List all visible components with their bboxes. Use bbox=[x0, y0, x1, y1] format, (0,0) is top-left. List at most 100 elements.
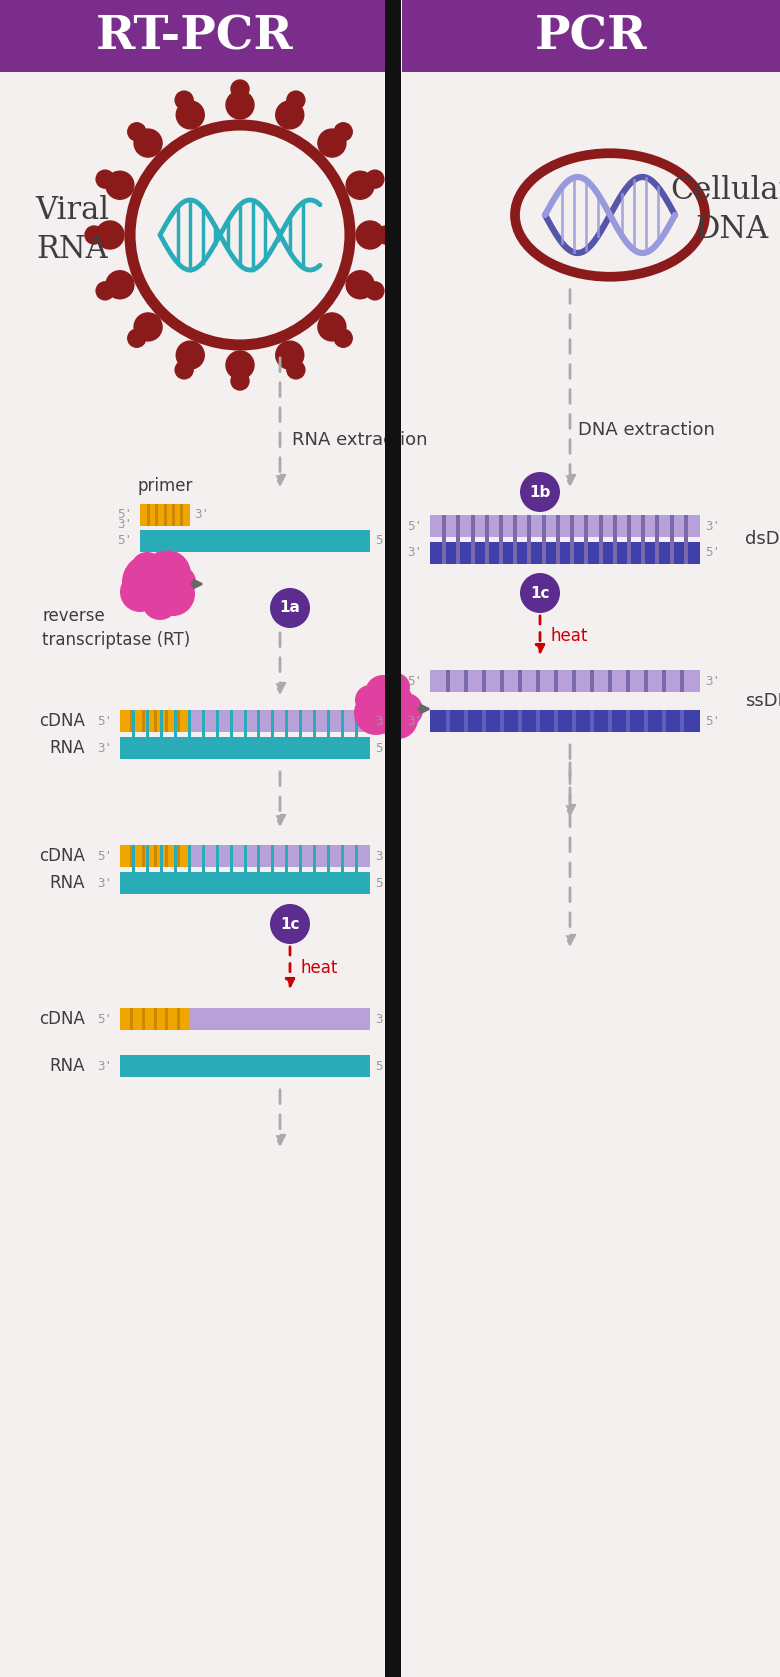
Text: dsDNA: dsDNA bbox=[745, 530, 780, 548]
Bar bbox=[327, 845, 330, 894]
Bar bbox=[456, 515, 460, 563]
Circle shape bbox=[151, 572, 195, 615]
Bar bbox=[120, 872, 370, 894]
Text: ssDNA: ssDNA bbox=[745, 693, 780, 709]
Bar bbox=[160, 845, 163, 894]
Bar bbox=[590, 671, 594, 693]
Circle shape bbox=[356, 221, 384, 248]
Bar bbox=[147, 505, 150, 527]
Bar bbox=[299, 709, 302, 760]
Bar bbox=[626, 671, 630, 693]
Circle shape bbox=[276, 101, 303, 129]
Text: 1c: 1c bbox=[280, 917, 300, 931]
Bar bbox=[341, 845, 344, 894]
Circle shape bbox=[231, 80, 249, 97]
Circle shape bbox=[365, 676, 401, 711]
Circle shape bbox=[276, 340, 303, 369]
Text: 3': 3' bbox=[407, 714, 422, 728]
Bar bbox=[190, 845, 370, 867]
Bar bbox=[130, 1008, 133, 1030]
Circle shape bbox=[134, 314, 162, 340]
Bar bbox=[142, 845, 145, 867]
Bar bbox=[313, 709, 316, 760]
Text: 3': 3' bbox=[407, 547, 422, 560]
Bar bbox=[120, 1008, 190, 1030]
Bar bbox=[130, 845, 133, 867]
Bar bbox=[430, 542, 700, 563]
Circle shape bbox=[176, 340, 204, 369]
Bar bbox=[155, 530, 158, 552]
Circle shape bbox=[382, 672, 410, 701]
Circle shape bbox=[226, 91, 254, 119]
Bar bbox=[142, 709, 145, 731]
Text: Cellular
DNA: Cellular DNA bbox=[671, 176, 780, 245]
Circle shape bbox=[378, 699, 418, 740]
Bar bbox=[598, 515, 602, 563]
Bar bbox=[174, 845, 177, 894]
Bar bbox=[499, 515, 503, 563]
Bar bbox=[662, 671, 666, 693]
Bar bbox=[446, 709, 450, 731]
Bar bbox=[174, 709, 177, 760]
Bar bbox=[680, 709, 684, 731]
Bar bbox=[257, 845, 261, 894]
Circle shape bbox=[226, 350, 254, 379]
Bar bbox=[572, 709, 576, 731]
Bar bbox=[541, 515, 546, 563]
Text: 3': 3' bbox=[705, 520, 720, 533]
Bar bbox=[556, 515, 560, 563]
Bar bbox=[147, 530, 150, 552]
Bar bbox=[140, 530, 370, 552]
Bar bbox=[142, 1008, 145, 1030]
Bar bbox=[590, 709, 594, 731]
Bar bbox=[216, 709, 218, 760]
Bar bbox=[133, 709, 136, 760]
Circle shape bbox=[176, 361, 193, 379]
Bar bbox=[216, 845, 218, 894]
Circle shape bbox=[362, 679, 414, 731]
Bar bbox=[155, 505, 158, 527]
Bar bbox=[554, 709, 558, 731]
Circle shape bbox=[270, 904, 310, 944]
Bar bbox=[130, 709, 133, 731]
Circle shape bbox=[354, 691, 398, 735]
Bar bbox=[165, 845, 168, 867]
Bar bbox=[164, 530, 166, 552]
Circle shape bbox=[120, 572, 160, 612]
Bar bbox=[626, 709, 630, 731]
Bar bbox=[464, 671, 468, 693]
Circle shape bbox=[335, 329, 353, 347]
Text: 3': 3' bbox=[375, 850, 390, 862]
Circle shape bbox=[520, 471, 560, 511]
Bar bbox=[188, 845, 191, 894]
Text: 3': 3' bbox=[97, 877, 112, 889]
Text: 1b: 1b bbox=[530, 485, 551, 500]
Bar bbox=[172, 530, 175, 552]
Bar bbox=[355, 845, 357, 894]
Text: 5': 5' bbox=[97, 1013, 112, 1026]
Circle shape bbox=[520, 574, 560, 614]
Circle shape bbox=[134, 129, 162, 158]
Bar bbox=[608, 671, 612, 693]
Text: 5': 5' bbox=[117, 508, 132, 522]
Bar bbox=[120, 845, 190, 867]
Bar bbox=[190, 709, 370, 731]
Text: cDNA: cDNA bbox=[39, 847, 85, 865]
Bar bbox=[430, 515, 700, 537]
Circle shape bbox=[128, 122, 146, 141]
Text: 3': 3' bbox=[194, 508, 209, 522]
Bar bbox=[446, 671, 450, 693]
Bar bbox=[518, 671, 522, 693]
Bar bbox=[147, 709, 149, 760]
Text: 3': 3' bbox=[375, 1013, 390, 1026]
Text: heat: heat bbox=[550, 627, 587, 646]
Text: 3': 3' bbox=[705, 674, 720, 688]
Bar bbox=[133, 845, 136, 894]
Circle shape bbox=[131, 552, 163, 584]
Circle shape bbox=[318, 314, 346, 340]
Circle shape bbox=[318, 129, 346, 158]
Bar bbox=[202, 845, 205, 894]
Bar bbox=[177, 709, 180, 731]
Circle shape bbox=[389, 693, 423, 728]
Bar bbox=[430, 709, 700, 731]
